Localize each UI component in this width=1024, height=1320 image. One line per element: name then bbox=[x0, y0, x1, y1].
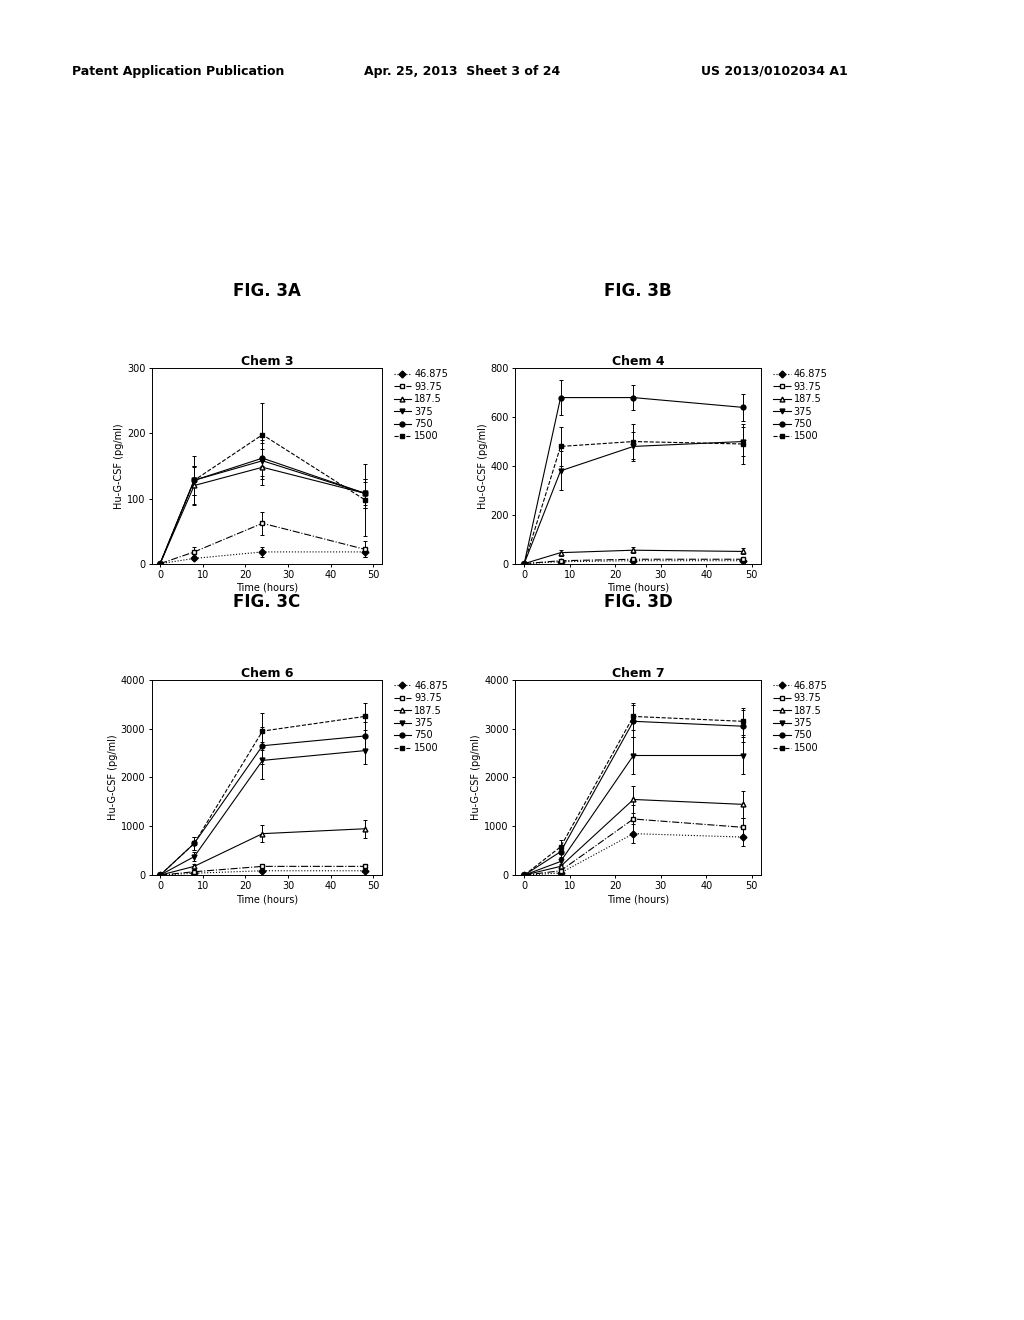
Y-axis label: Hu-G-CSF (pg/ml): Hu-G-CSF (pg/ml) bbox=[114, 424, 124, 508]
Title: Chem 6: Chem 6 bbox=[241, 667, 293, 680]
Y-axis label: Hu-G-CSF (pg/ml): Hu-G-CSF (pg/ml) bbox=[108, 735, 118, 820]
Text: FIG. 3C: FIG. 3C bbox=[233, 593, 300, 611]
Legend: 46.875, 93.75, 187.5, 375, 750, 1500: 46.875, 93.75, 187.5, 375, 750, 1500 bbox=[393, 681, 449, 752]
Text: FIG. 3D: FIG. 3D bbox=[603, 593, 673, 611]
Title: Chem 4: Chem 4 bbox=[611, 355, 665, 368]
Text: FIG. 3B: FIG. 3B bbox=[604, 281, 672, 300]
X-axis label: Time (hours): Time (hours) bbox=[607, 894, 669, 904]
Legend: 46.875, 93.75, 187.5, 375, 750, 1500: 46.875, 93.75, 187.5, 375, 750, 1500 bbox=[773, 370, 827, 441]
Legend: 46.875, 93.75, 187.5, 375, 750, 1500: 46.875, 93.75, 187.5, 375, 750, 1500 bbox=[393, 370, 449, 441]
Title: Chem 3: Chem 3 bbox=[241, 355, 293, 368]
Text: Apr. 25, 2013  Sheet 3 of 24: Apr. 25, 2013 Sheet 3 of 24 bbox=[364, 65, 560, 78]
X-axis label: Time (hours): Time (hours) bbox=[236, 894, 298, 904]
Text: US 2013/0102034 A1: US 2013/0102034 A1 bbox=[701, 65, 848, 78]
Y-axis label: Hu-G-CSF (pg/ml): Hu-G-CSF (pg/ml) bbox=[477, 424, 487, 508]
Title: Chem 7: Chem 7 bbox=[611, 667, 665, 680]
Legend: 46.875, 93.75, 187.5, 375, 750, 1500: 46.875, 93.75, 187.5, 375, 750, 1500 bbox=[773, 681, 827, 752]
Y-axis label: Hu-G-CSF (pg/ml): Hu-G-CSF (pg/ml) bbox=[471, 735, 481, 820]
X-axis label: Time (hours): Time (hours) bbox=[607, 582, 669, 593]
X-axis label: Time (hours): Time (hours) bbox=[236, 582, 298, 593]
Text: Patent Application Publication: Patent Application Publication bbox=[72, 65, 284, 78]
Text: FIG. 3A: FIG. 3A bbox=[232, 281, 301, 300]
